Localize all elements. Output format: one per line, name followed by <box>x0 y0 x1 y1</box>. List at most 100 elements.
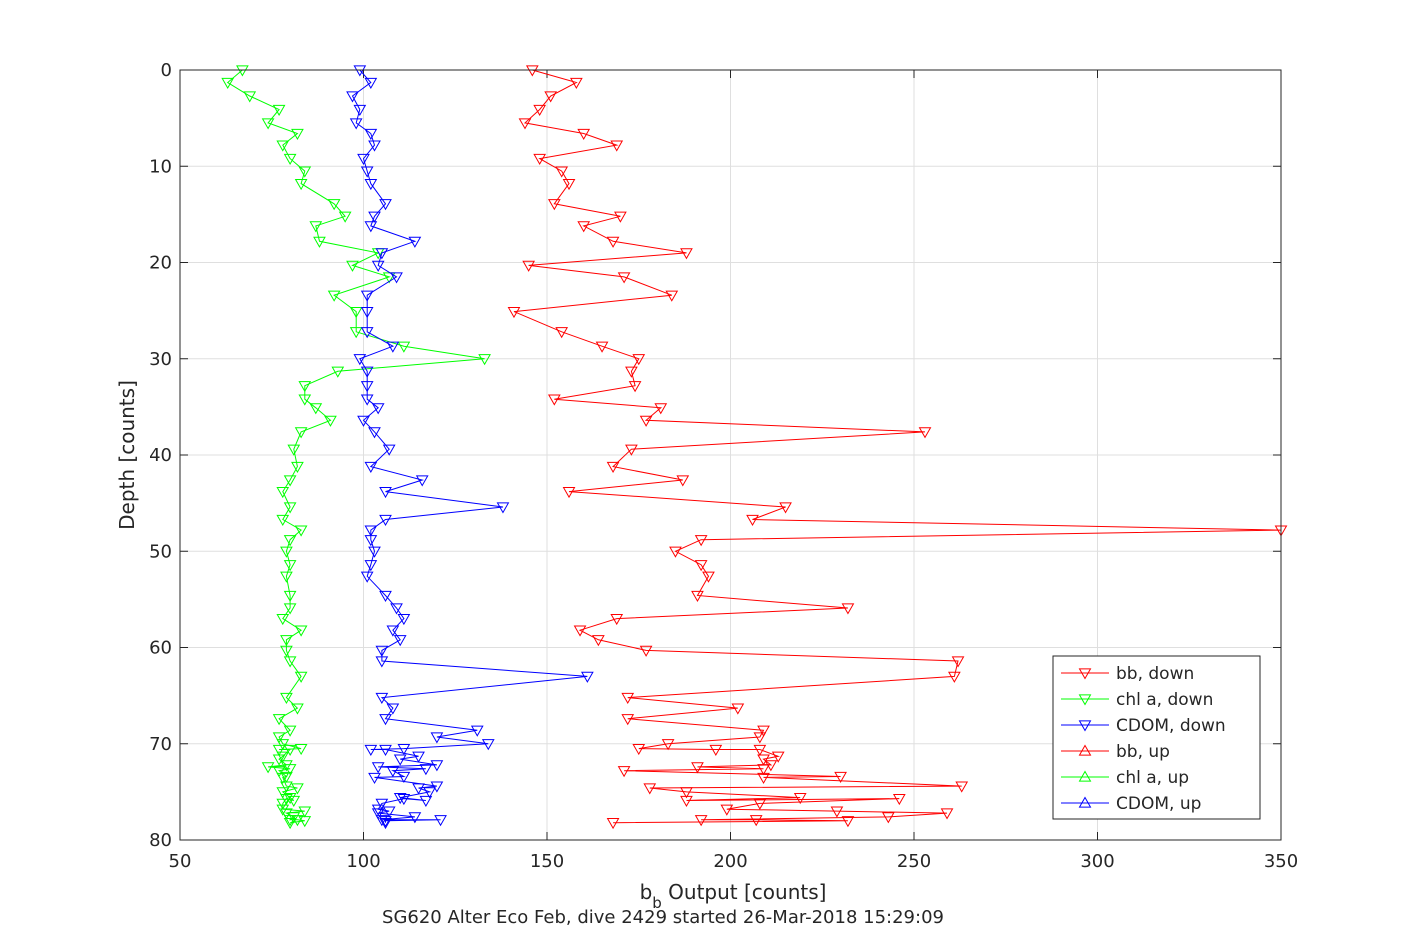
data-point <box>368 211 381 223</box>
data-point <box>375 798 389 810</box>
data-point <box>261 118 275 130</box>
data-point <box>364 221 378 233</box>
data-point <box>375 645 389 657</box>
data-point <box>371 804 385 816</box>
data-point <box>276 140 290 152</box>
data-point <box>951 656 965 668</box>
data-point <box>617 272 631 284</box>
data-point <box>382 444 396 456</box>
data-point <box>393 635 407 647</box>
data-point <box>393 793 407 805</box>
data-point <box>610 614 624 626</box>
data-point <box>280 635 293 647</box>
data-point <box>291 783 304 795</box>
data-point <box>371 762 385 774</box>
data-point <box>236 65 249 77</box>
data-point <box>349 118 363 130</box>
data-point <box>371 808 385 820</box>
data-point <box>272 744 286 757</box>
x-tick-label: 100 <box>346 851 380 872</box>
data-point <box>360 366 374 378</box>
data-point <box>280 692 293 705</box>
data-point <box>283 818 297 830</box>
data-point <box>720 804 734 816</box>
data-point <box>555 166 569 178</box>
data-point <box>272 754 286 766</box>
data-point <box>276 798 290 810</box>
data-point <box>353 354 367 366</box>
plot-frame <box>179 69 1282 841</box>
data-point <box>731 703 745 715</box>
data-point <box>364 535 378 547</box>
data-point <box>364 128 378 141</box>
data-point <box>338 211 352 223</box>
data-point <box>353 65 367 77</box>
data-point <box>577 128 591 141</box>
data-point <box>771 751 785 763</box>
data-point <box>346 91 359 103</box>
data-point <box>272 104 286 116</box>
data-point <box>298 394 312 406</box>
data-point <box>430 732 444 744</box>
data-point <box>691 762 704 774</box>
data-point <box>360 327 374 339</box>
data-point <box>753 732 767 744</box>
data-point <box>313 236 326 248</box>
data-point <box>364 560 378 572</box>
data-point <box>412 783 425 795</box>
y-tick-label: 10 <box>149 156 172 177</box>
data-point <box>276 787 290 799</box>
legend: bb, down chl a, down CDOM, down bb, up chl a… <box>1052 655 1261 820</box>
legend-box <box>1052 655 1261 820</box>
data-point <box>481 739 495 751</box>
data-point <box>291 461 304 474</box>
data-point <box>375 248 389 260</box>
data-point <box>621 692 635 705</box>
data-point <box>364 77 378 90</box>
data-point <box>397 743 411 756</box>
data-point <box>276 486 290 499</box>
y-tick-label: 70 <box>149 734 172 755</box>
data-point <box>360 394 374 406</box>
data-point <box>680 248 693 260</box>
data-point <box>625 366 638 378</box>
legend-label: chl a, up <box>1116 768 1189 788</box>
data-point <box>364 178 378 191</box>
data-point <box>419 764 433 776</box>
legend-entry: chl a, down <box>1061 690 1213 710</box>
data-point <box>397 341 411 353</box>
data-point <box>298 166 312 178</box>
data-point <box>272 766 286 778</box>
data-point <box>412 751 425 763</box>
data-point <box>470 725 484 737</box>
data-point <box>280 760 293 772</box>
data-point <box>291 128 304 141</box>
data-point <box>283 764 297 776</box>
data-point <box>280 781 293 793</box>
y-tick-label: 20 <box>149 253 172 274</box>
data-point <box>283 590 297 603</box>
series-line <box>351 69 588 823</box>
data-point <box>841 603 855 615</box>
data-point <box>606 818 620 830</box>
legend-entry: CDOM, down <box>1061 716 1226 736</box>
data-point <box>581 671 594 683</box>
y-tick-label: 40 <box>149 445 172 466</box>
legend-swatch-marker <box>1078 744 1092 756</box>
legend-label: chl a, down <box>1116 690 1213 710</box>
data-point <box>621 714 635 726</box>
data-point <box>346 260 359 272</box>
data-point <box>272 714 286 726</box>
data-point <box>276 751 290 763</box>
data-point <box>327 199 341 211</box>
data-point <box>390 272 403 284</box>
data-point <box>287 444 301 456</box>
data-point <box>639 415 653 427</box>
series-2 <box>346 65 594 830</box>
data-point <box>298 806 312 818</box>
data-point <box>294 427 308 439</box>
data-point <box>680 787 693 799</box>
data-point <box>639 645 653 657</box>
data-point <box>430 781 444 793</box>
